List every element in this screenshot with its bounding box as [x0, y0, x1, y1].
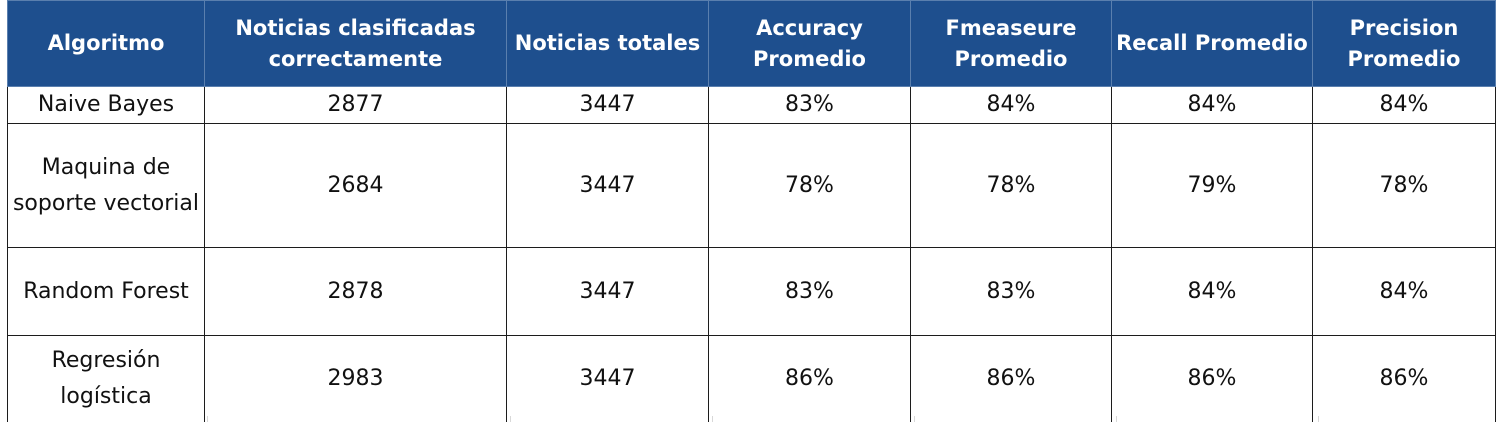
cell-totales[interactable]: 3447: [506, 247, 709, 336]
cell-algoritmo[interactable]: Regresión logística: [7, 335, 205, 422]
cell-clasificadas[interactable]: 2878: [204, 247, 507, 336]
cell-precision[interactable]: 86%: [1312, 335, 1496, 422]
cell-fmeasure[interactable]: 84%: [910, 86, 1112, 124]
cell-algoritmo[interactable]: Naive Bayes: [7, 86, 205, 124]
header-noticias-totales[interactable]: Noticias totales: [506, 0, 709, 87]
cell-fmeasure[interactable]: 86%: [910, 335, 1112, 422]
cell-recall[interactable]: 84%: [1111, 247, 1313, 336]
table-row: Random Forest 2878 3447 83% 83% 84% 84%: [7, 247, 1496, 336]
header-fmeasure[interactable]: Fmeaseure Promedio: [910, 0, 1112, 87]
gridline: [712, 416, 713, 422]
cell-recall[interactable]: 84%: [1111, 86, 1313, 124]
gridline: [510, 416, 511, 422]
cell-fmeasure[interactable]: 78%: [910, 123, 1112, 248]
header-row: Algoritmo Noticias clasificadas correcta…: [7, 0, 1496, 87]
header-accuracy[interactable]: Accuracy Promedio: [708, 0, 911, 87]
cell-algoritmo[interactable]: Maquina de soporte vectorial: [7, 123, 205, 248]
cell-accuracy[interactable]: 83%: [708, 247, 911, 336]
cell-precision[interactable]: 84%: [1312, 86, 1496, 124]
cell-accuracy[interactable]: 78%: [708, 123, 911, 248]
cell-clasificadas[interactable]: 2877: [204, 86, 507, 124]
table-row: Maquina de soporte vectorial 2684 3447 7…: [7, 123, 1496, 248]
cell-clasificadas[interactable]: 2684: [204, 123, 507, 248]
header-recall[interactable]: Recall Promedio: [1111, 0, 1313, 87]
cell-accuracy[interactable]: 86%: [708, 335, 911, 422]
cell-precision[interactable]: 78%: [1312, 123, 1496, 248]
cell-recall[interactable]: 79%: [1111, 123, 1313, 248]
cell-clasificadas[interactable]: 2983: [204, 335, 507, 422]
gridline: [914, 416, 915, 422]
table-row: Naive Bayes 2877 3447 83% 84% 84% 84%: [7, 86, 1496, 124]
cell-algoritmo[interactable]: Random Forest: [7, 247, 205, 336]
cell-precision[interactable]: 84%: [1312, 247, 1496, 336]
header-algoritmo[interactable]: Algoritmo: [7, 0, 205, 87]
results-table: Algoritmo Noticias clasificadas correcta…: [7, 0, 1496, 422]
cell-totales[interactable]: 3447: [506, 123, 709, 248]
cell-totales[interactable]: 3447: [506, 335, 709, 422]
gridline: [207, 416, 208, 422]
cell-totales[interactable]: 3447: [506, 86, 709, 124]
header-precision[interactable]: Precision Promedio: [1312, 0, 1496, 87]
cell-accuracy[interactable]: 83%: [708, 86, 911, 124]
gridline: [1116, 416, 1117, 422]
table-row: Regresión logística 2983 3447 86% 86% 86…: [7, 335, 1496, 422]
cell-recall[interactable]: 86%: [1111, 335, 1313, 422]
cell-fmeasure[interactable]: 83%: [910, 247, 1112, 336]
gridline: [1318, 416, 1319, 422]
header-noticias-clasificadas[interactable]: Noticias clasificadas correctamente: [204, 0, 507, 87]
